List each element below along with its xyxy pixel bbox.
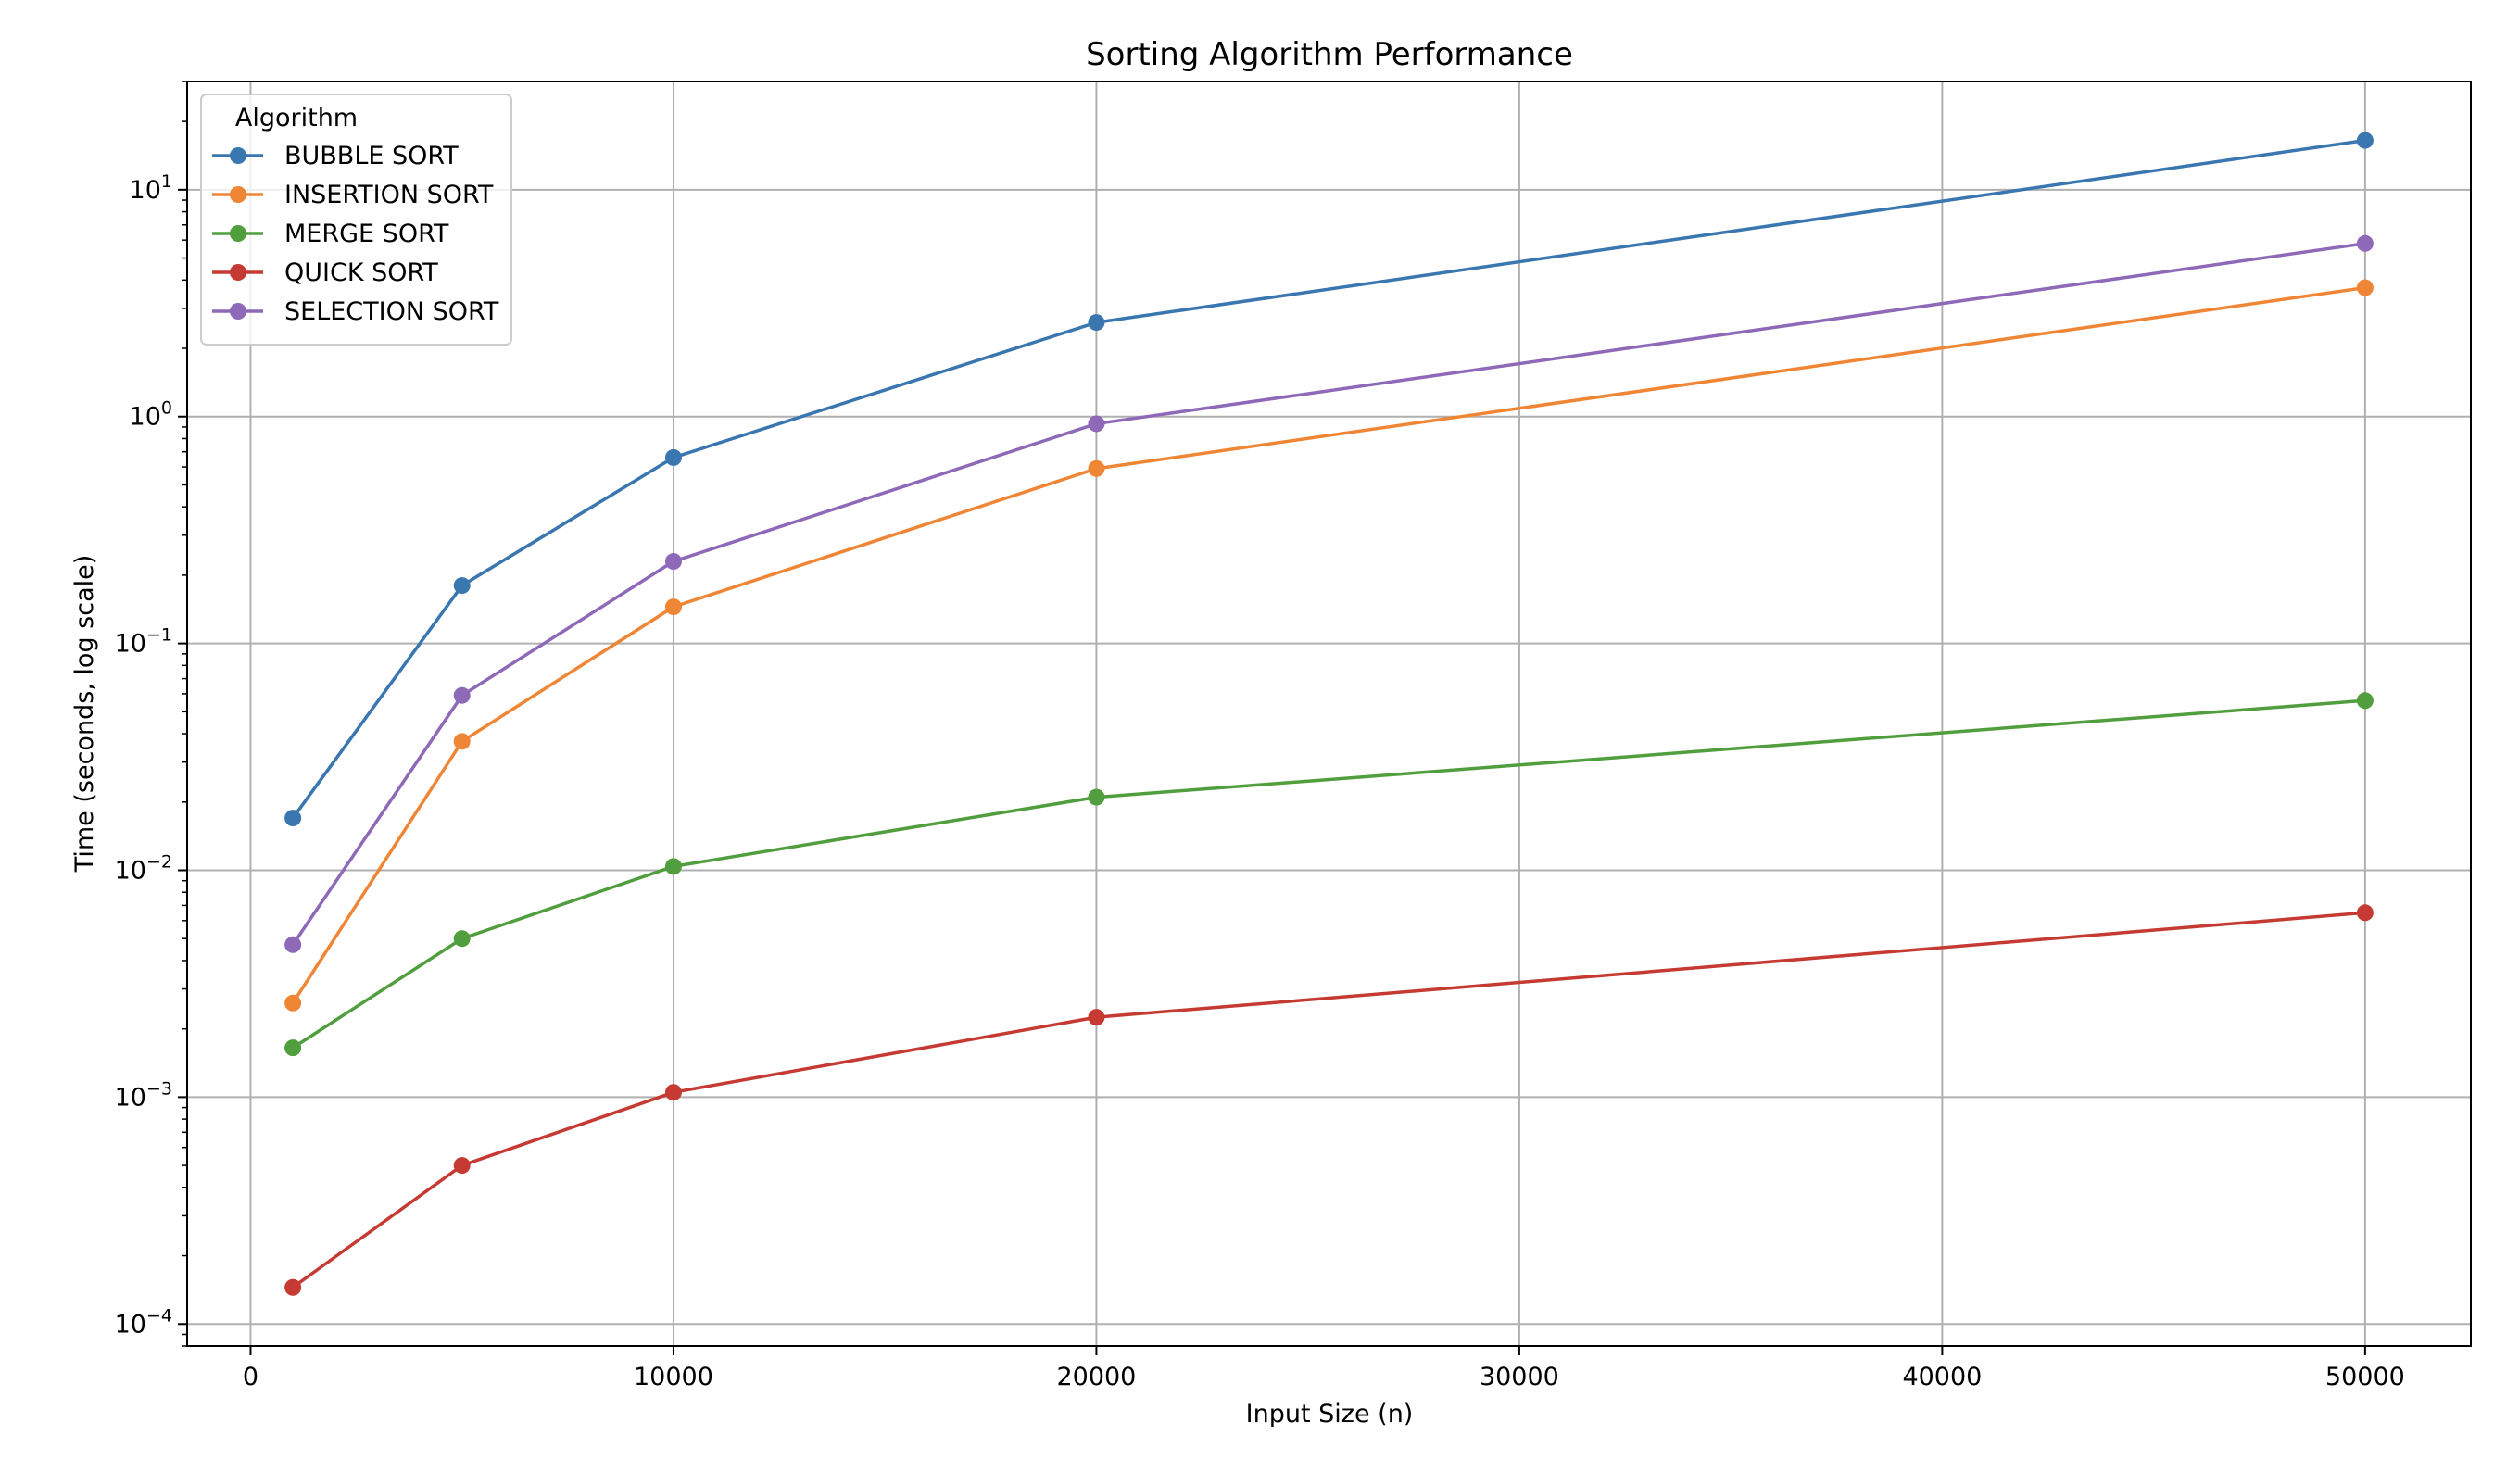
data-point xyxy=(2356,234,2374,252)
data-point xyxy=(284,1039,302,1057)
data-point xyxy=(1088,314,1105,332)
legend-marker-swatch xyxy=(230,264,246,281)
legend-label: INSERTION SORT xyxy=(284,181,494,209)
legend-label: SELECTION SORT xyxy=(284,297,499,326)
data-point xyxy=(453,733,471,750)
x-tick-label: 40000 xyxy=(1902,1363,1982,1391)
y-axis-label: Time (seconds, log scale) xyxy=(70,555,99,874)
x-tick-label: 0 xyxy=(243,1363,258,1391)
data-point xyxy=(1088,415,1105,433)
series-line xyxy=(292,698,2366,1050)
plot-frame xyxy=(186,81,2472,1347)
y-axis-ticks: 10−4 10−3 10−2 10−1 100 101 xyxy=(115,171,187,1339)
data-point xyxy=(2356,132,2374,149)
legend-marker-swatch xyxy=(230,147,246,164)
x-axis-ticks: 0 10000 20000 30000 40000 50000 xyxy=(243,1346,2405,1391)
data-point xyxy=(664,553,682,571)
legend-item: MERGE SORT xyxy=(212,220,449,248)
chart-title: Sorting Algorithm Performance xyxy=(1086,36,1573,73)
data-point xyxy=(2356,904,2374,922)
y-tick-label: 10−4 xyxy=(115,1305,172,1339)
data-point xyxy=(453,577,471,595)
x-tick-label: 10000 xyxy=(634,1363,713,1391)
legend-marker-swatch xyxy=(230,186,246,203)
legend-label: QUICK SORT xyxy=(284,258,438,287)
y-tick-label: 10−1 xyxy=(115,625,172,659)
y-minor-ticks xyxy=(182,81,187,1347)
data-point xyxy=(284,810,302,827)
y-tick-label: 101 xyxy=(130,171,172,205)
x-tick-label: 50000 xyxy=(2325,1363,2405,1391)
data-point xyxy=(284,1278,302,1296)
series-merge-sort xyxy=(284,692,2374,1057)
legend-marker-swatch xyxy=(230,303,246,320)
data-point xyxy=(284,994,302,1012)
legend-item: BUBBLE SORT xyxy=(212,142,459,170)
x-tick-label: 20000 xyxy=(1056,1363,1136,1391)
series-line xyxy=(291,138,2366,820)
data-point xyxy=(453,686,471,704)
legend-item: QUICK SORT xyxy=(212,258,438,287)
series-line xyxy=(291,242,2366,946)
data-point xyxy=(664,1084,682,1101)
legend-item: SELECTION SORT xyxy=(212,297,499,326)
series-bubble-sort xyxy=(284,132,2374,827)
data-point xyxy=(453,1157,471,1175)
x-tick-label: 30000 xyxy=(1480,1363,1559,1391)
legend: Algorithm BUBBLE SORT INSERTION SORT MERGE … xyxy=(200,94,512,346)
legend-item: INSERTION SORT xyxy=(212,181,494,209)
grid-lines xyxy=(187,82,2471,1346)
data-point xyxy=(1088,459,1105,477)
legend-box xyxy=(200,94,512,346)
series-quick-sort xyxy=(284,904,2374,1296)
y-tick-label: 100 xyxy=(130,398,172,432)
legend-marker-swatch xyxy=(230,225,246,242)
data-point xyxy=(664,598,682,616)
data-point xyxy=(2356,279,2374,296)
data-point xyxy=(664,858,682,875)
y-tick-label: 10−2 xyxy=(115,851,172,885)
legend-title: Algorithm xyxy=(235,104,358,132)
data-point xyxy=(453,930,471,948)
data-point xyxy=(664,448,682,466)
series-insertion-sort xyxy=(284,279,2374,1012)
data-point xyxy=(284,936,302,953)
x-axis-label: Input Size (n) xyxy=(1246,1400,1414,1428)
legend-label: BUBBLE SORT xyxy=(284,142,459,170)
data-point xyxy=(1088,788,1105,806)
series-line xyxy=(292,911,2366,1289)
series-line xyxy=(291,285,2366,1004)
y-tick-label: 10−3 xyxy=(115,1078,172,1112)
data-point xyxy=(1088,1009,1105,1026)
legend-label: MERGE SORT xyxy=(284,220,449,248)
data-point xyxy=(2356,692,2374,710)
series-selection-sort xyxy=(284,234,2374,953)
